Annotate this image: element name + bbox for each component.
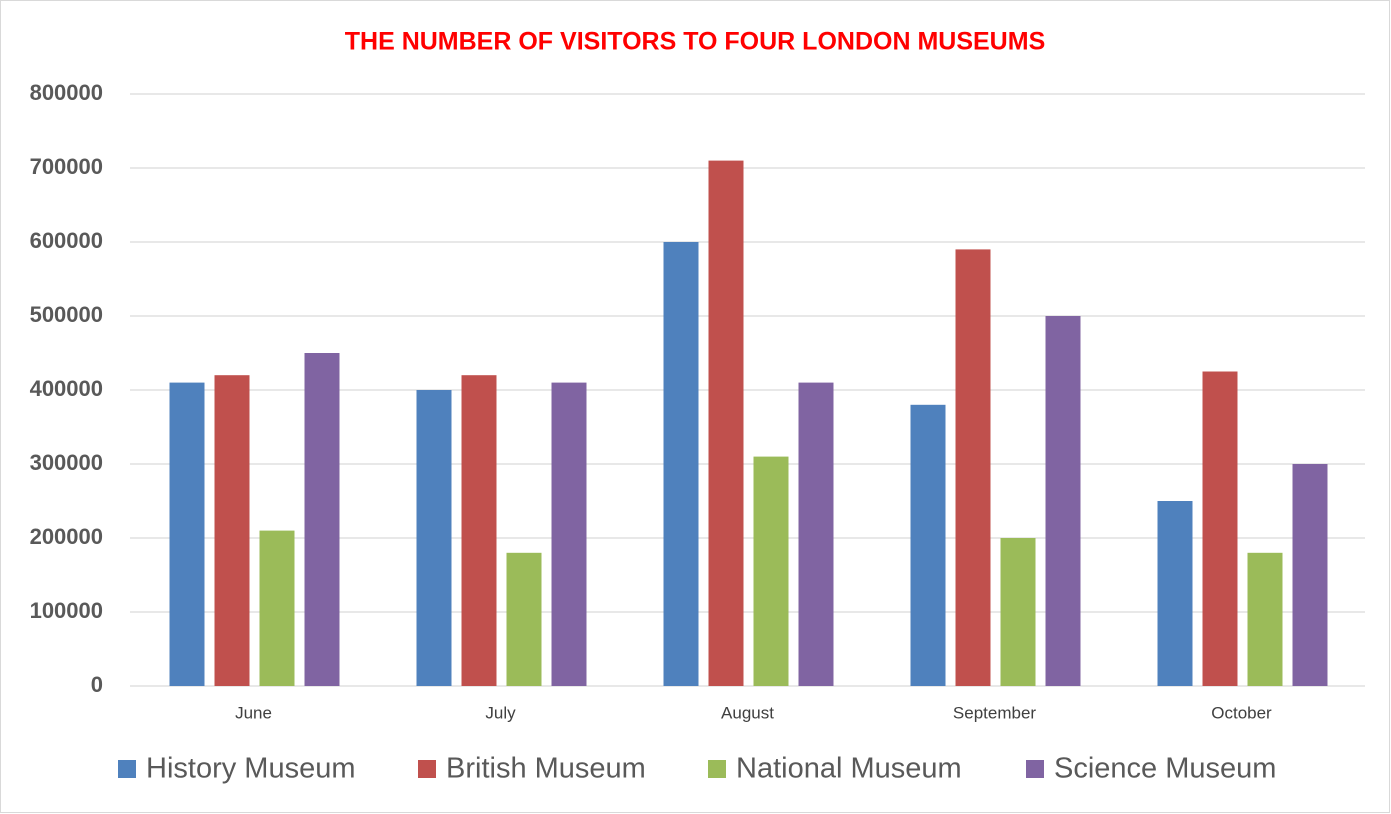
bar: [1000, 538, 1036, 686]
bar: [461, 375, 497, 686]
x-tick-label: June: [235, 703, 272, 722]
legend-label: National Museum: [736, 753, 962, 785]
bar: [1202, 371, 1238, 686]
y-tick-label: 800000: [30, 80, 103, 105]
y-tick-label: 400000: [30, 376, 103, 401]
bar: [304, 353, 340, 686]
legend-swatch: [118, 760, 136, 778]
x-tick-label: July: [485, 703, 516, 722]
bar: [506, 552, 542, 686]
y-tick-label: 100000: [30, 598, 103, 623]
legend-swatch: [418, 760, 436, 778]
x-tick-label: August: [721, 703, 774, 722]
bar: [1157, 501, 1193, 686]
legend-label: Science Museum: [1054, 753, 1276, 785]
chart-title: THE NUMBER OF VISITORS TO FOUR LONDON MU…: [345, 28, 1046, 56]
bar: [1045, 316, 1081, 686]
bar: [955, 249, 991, 686]
y-tick-label: 700000: [30, 154, 103, 179]
y-tick-label: 600000: [30, 228, 103, 253]
y-tick-label: 300000: [30, 450, 103, 475]
y-tick-label: 500000: [30, 302, 103, 327]
bar: [663, 242, 699, 686]
legend-swatch: [1026, 760, 1044, 778]
bar: [551, 382, 587, 686]
y-tick-label: 200000: [30, 524, 103, 549]
bar: [1292, 464, 1328, 686]
bar: [910, 404, 946, 686]
y-tick-label: 0: [91, 672, 103, 697]
legend-label: British Museum: [446, 753, 646, 785]
legend-swatch: [708, 760, 726, 778]
legend-label: History Museum: [146, 753, 356, 785]
bar: [259, 530, 295, 686]
bar: [214, 375, 250, 686]
x-tick-label: September: [953, 703, 1036, 722]
bar: [169, 382, 205, 686]
bar: [1247, 552, 1283, 686]
bar: [753, 456, 789, 686]
bar: [708, 160, 744, 687]
x-tick-label: October: [1211, 703, 1272, 722]
bar: [416, 390, 452, 686]
bar: [798, 382, 834, 686]
